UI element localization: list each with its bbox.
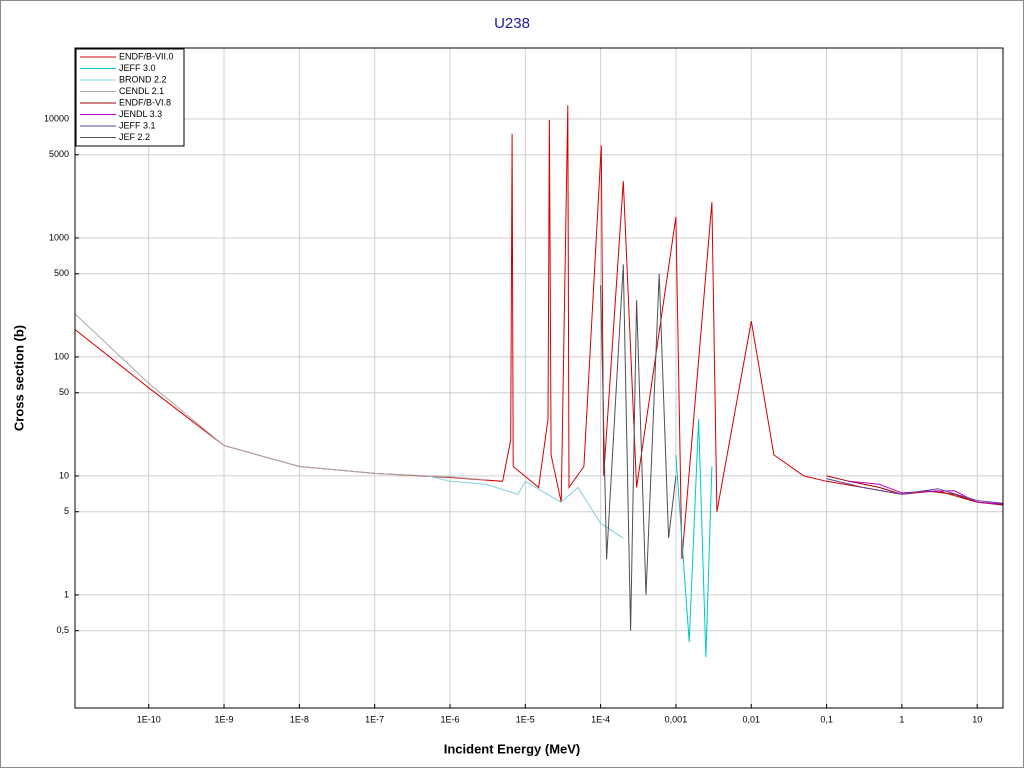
x-tick-label: 1E-6 — [440, 714, 459, 724]
x-axis-label: Incident Energy (MeV) — [444, 741, 581, 756]
y-tick-label: 50 — [59, 387, 69, 397]
y-tick-label: 10000 — [44, 113, 69, 123]
legend-label: JEF 2.2 — [119, 132, 150, 142]
series-line — [675, 419, 713, 658]
legend-label: JEFF 3.1 — [119, 120, 156, 130]
y-tick-label: 500 — [54, 268, 69, 278]
y-tick-label: 5000 — [49, 149, 69, 159]
x-tick-label: 0,1 — [820, 714, 833, 724]
x-tick-label: 10 — [972, 714, 982, 724]
y-tick-label: 0,5 — [56, 625, 69, 635]
legend-label: JENDL 3.3 — [119, 109, 162, 119]
x-tick-label: 1E-4 — [591, 714, 610, 724]
plot-background — [75, 48, 1003, 708]
y-axis-label: Cross section (b) — [11, 325, 26, 431]
y-tick-label: 100 — [54, 351, 69, 361]
series-line — [74, 313, 486, 481]
y-tick-label: 1 — [64, 589, 69, 599]
legend-label: JEFF 3.0 — [119, 63, 156, 73]
chart-title: U238 — [494, 15, 530, 32]
legend-label: BROND 2.2 — [119, 74, 167, 84]
series-line — [826, 478, 1004, 504]
legend-label: ENDF/B-VII.0 — [119, 51, 174, 61]
plot-border — [74, 47, 1004, 709]
y-tick-label: 1000 — [49, 232, 69, 242]
x-tick-label: 0,01 — [742, 714, 760, 724]
x-tick-label: 0,001 — [665, 714, 688, 724]
x-tick-label: 1E-5 — [516, 714, 535, 724]
x-tick-label: 1E-10 — [137, 714, 161, 724]
series-line — [427, 475, 624, 539]
x-tick-label: 1E-8 — [290, 714, 309, 724]
y-tick-label: 5 — [64, 506, 69, 516]
y-tick-label: 10 — [59, 470, 69, 480]
series-line — [600, 264, 677, 631]
series-line — [849, 480, 1004, 505]
legend-label: CENDL 2.1 — [119, 86, 164, 96]
legend-label: ENDF/B-VI.8 — [119, 97, 171, 107]
legend-box — [75, 48, 185, 147]
x-tick-label: 1E-7 — [365, 714, 384, 724]
x-tick-label: 1 — [899, 714, 904, 724]
x-tick-label: 1E-9 — [215, 714, 234, 724]
